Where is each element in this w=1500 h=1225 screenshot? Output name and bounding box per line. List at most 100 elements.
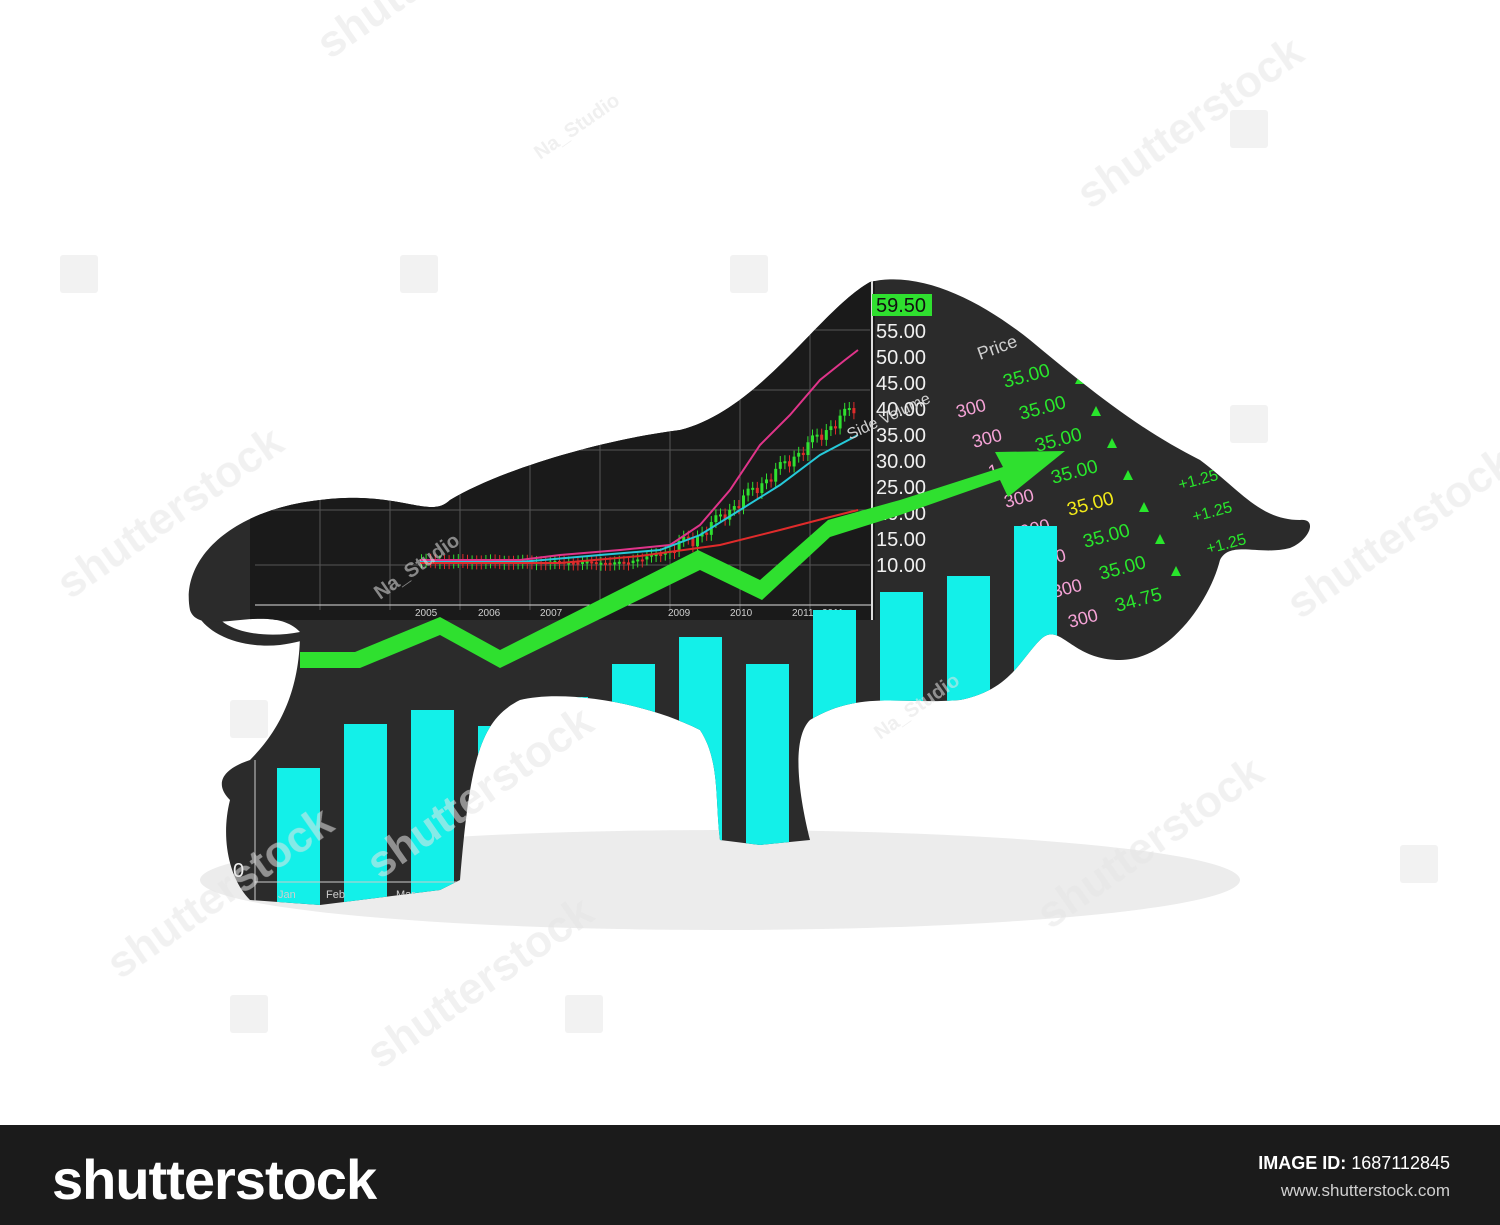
footer-url: www.shutterstock.com <box>1280 1181 1450 1200</box>
price-axis-label: 40.00 <box>876 399 926 421</box>
watermark-badge-icon <box>400 255 438 293</box>
candle-body <box>691 538 695 547</box>
candle-body <box>723 514 727 520</box>
candle-body <box>631 560 635 564</box>
candle-body <box>659 554 663 557</box>
month-label: Feb <box>326 889 345 901</box>
watermark-badge-icon <box>1230 405 1268 443</box>
candle-body <box>714 515 718 523</box>
price-highlight <box>872 294 932 316</box>
candle-body <box>650 554 653 557</box>
candle-body <box>640 559 644 562</box>
candle-body <box>824 430 828 440</box>
candle-body <box>760 483 764 494</box>
candle-body <box>829 426 833 431</box>
candle-body <box>847 408 851 411</box>
up-triangle-icon <box>1139 502 1149 512</box>
candle-body <box>627 562 630 565</box>
up-triangle-icon <box>1155 534 1165 544</box>
image-id-value: 1687112845 <box>1351 1153 1450 1173</box>
candle-body <box>806 442 810 456</box>
watermark-text: shutterstock <box>1278 436 1500 628</box>
watermark-author: Na_Studio <box>530 89 624 164</box>
candle-body <box>567 562 571 565</box>
candle-body <box>815 434 819 437</box>
candle-body <box>755 487 759 494</box>
watermark-text: shutterstock <box>1068 26 1313 218</box>
candle-body <box>737 506 741 509</box>
candle-body <box>778 462 782 469</box>
candle-body <box>801 452 805 456</box>
candle-body <box>590 561 594 564</box>
year-label: 2006 <box>478 608 501 619</box>
bar-axis-zero: 0 <box>233 860 244 882</box>
candle-body <box>774 468 778 482</box>
candle-body <box>636 559 640 562</box>
candle-body <box>608 562 612 565</box>
watermark-badge-icon <box>1230 110 1268 148</box>
footer-bar: shutterstock IMAGE ID: 1687112845 www.sh… <box>0 1125 1500 1225</box>
watermark-badge-icon <box>60 255 98 293</box>
candle-body <box>843 408 847 416</box>
up-triangle-icon <box>1123 470 1133 480</box>
image-id: IMAGE ID: 1687112845 <box>1258 1153 1450 1174</box>
bull-market-illustration: 59.50 55.00 50.00 45.00 40.00 35.00 30.00 25.00… <box>48 0 1500 1078</box>
ma-line-magenta <box>420 349 859 561</box>
price-axis-label: 59.50 <box>876 295 926 317</box>
price-axis-label: 30.00 <box>876 451 926 473</box>
candle-body <box>834 426 837 429</box>
watermark-badge-icon <box>730 255 768 293</box>
price-axis-label: 10.00 <box>876 555 926 577</box>
bar <box>411 710 454 905</box>
footer-logo: shutterstock <box>52 1148 377 1211</box>
candle-body <box>838 415 842 429</box>
candle-body <box>696 536 699 547</box>
price-axis-label: 35.00 <box>876 425 926 447</box>
ma-line-red <box>420 509 859 564</box>
candle-body <box>617 561 621 564</box>
bar <box>344 724 387 905</box>
price-axis-label: 55.00 <box>876 321 926 343</box>
candle-body <box>765 479 768 484</box>
candle-body <box>732 506 736 510</box>
trend-arrow <box>300 451 1065 668</box>
candle-body <box>571 562 575 565</box>
candle-body <box>769 479 773 482</box>
candle-body <box>613 562 617 565</box>
up-triangle-icon <box>1171 566 1181 576</box>
candle-body <box>792 456 796 467</box>
price-axis-label: 50.00 <box>876 347 926 369</box>
watermark-badge-icon <box>1400 845 1438 883</box>
candle-body <box>682 536 686 541</box>
candle-body <box>719 514 722 517</box>
year-label: 2011 <box>792 608 814 619</box>
candle-body <box>746 488 750 496</box>
candle-axis-labels: 59.50 55.00 50.00 45.00 40.00 35.00 30.00 25.00… <box>872 294 932 577</box>
month-label: Jan <box>278 889 296 901</box>
candle-body <box>576 562 580 565</box>
candle-body <box>820 434 824 440</box>
year-label: 2007 <box>540 608 563 619</box>
price-axis-label: 45.00 <box>876 373 926 395</box>
candle-body <box>742 495 745 509</box>
watermark-text: shutterstock <box>1028 746 1273 938</box>
price-axis-label: 15.00 <box>876 529 926 551</box>
watermark-badge-icon <box>565 995 603 1033</box>
candle-body <box>852 408 856 414</box>
candle-body <box>797 452 801 457</box>
year-label: 2009 <box>668 608 691 619</box>
candle-body <box>751 487 755 490</box>
candle-body <box>599 562 603 565</box>
candle-body <box>705 532 709 535</box>
price-axis-label: 25.00 <box>876 477 926 499</box>
image-id-label: IMAGE ID: <box>1258 1153 1347 1173</box>
candle-body <box>783 461 787 464</box>
candle-body <box>677 540 681 552</box>
candle-body <box>811 435 814 443</box>
year-label: 2005 <box>415 608 438 619</box>
candle-body <box>788 461 791 467</box>
candle-body <box>686 536 690 539</box>
candle-body <box>585 561 589 564</box>
watermark-text: shutterstock <box>308 0 553 68</box>
candle-body <box>581 562 584 564</box>
